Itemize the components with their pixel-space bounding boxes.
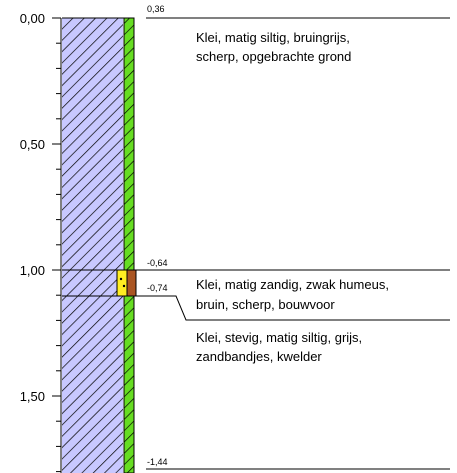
sand-band <box>116 269 128 297</box>
sand-dot <box>122 284 126 288</box>
depth-tick-label: 0,00 <box>20 11 45 26</box>
level-label: -0,64 <box>147 258 168 268</box>
green-strip <box>123 17 135 473</box>
depth-axis-ticks <box>52 17 61 473</box>
level-leader <box>136 295 450 321</box>
depth-tick-label: 0,50 <box>20 137 45 152</box>
depth-tick-label: 1,00 <box>20 263 45 278</box>
layer-description: zandbandjes, kwelder <box>196 349 322 364</box>
level-label: -0,74 <box>147 283 168 293</box>
level-label: -1,44 <box>147 457 168 467</box>
layer-description: bruin, scherp, bouwvoor <box>196 297 335 312</box>
layer-description: Klei, stevig, matig siltig, grijs, <box>196 330 362 345</box>
layer-description: Klei, matig siltig, bruingrijs, <box>196 30 350 45</box>
layer-description: Klei, matig zandig, zwak humeus, <box>196 277 389 292</box>
depth-tick-label: 1,50 <box>20 389 45 404</box>
soil-column <box>62 18 123 473</box>
humus-band <box>126 269 137 297</box>
layer-description: scherp, opgebrachte grond <box>196 49 351 64</box>
level-label: 0,36 <box>147 4 165 14</box>
sand-dot <box>119 277 123 281</box>
depth-axis-labels: 0,00 0,50 1,00 1,50 <box>20 11 45 404</box>
